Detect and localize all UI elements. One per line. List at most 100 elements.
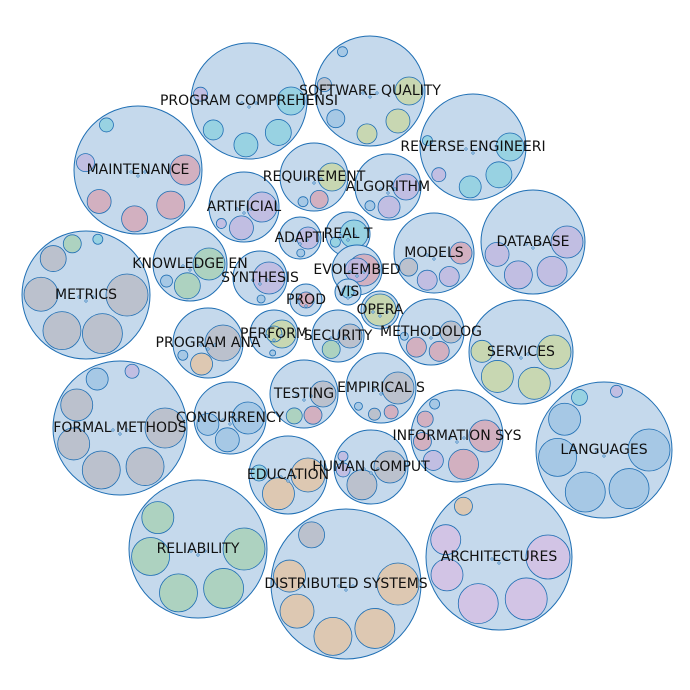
child-bubble [39, 245, 67, 272]
child-bubble [285, 407, 303, 425]
child-dot [258, 282, 262, 286]
child-dot [462, 436, 466, 440]
bubbles-layer [21, 35, 673, 660]
child-bubble [76, 153, 95, 173]
child-bubble [60, 388, 94, 422]
child-dot [235, 418, 239, 422]
child-dot [136, 174, 140, 178]
child-dot [247, 105, 251, 109]
group-label-models: MODELS [404, 245, 464, 261]
child-bubble [517, 366, 551, 400]
child-dot [125, 428, 129, 432]
group-testing [269, 359, 339, 429]
child-bubble [313, 616, 353, 656]
child-dot [337, 584, 341, 588]
child-dot [372, 388, 376, 392]
child-dot [77, 295, 81, 299]
child-dot [265, 334, 269, 338]
child-bubble [470, 339, 494, 363]
child-bubble [392, 173, 420, 201]
group-label-reverse-engineeri: REVERSE ENGINEERI [400, 139, 545, 155]
group-label-maintenance: MAINTENANCE [87, 162, 190, 178]
group-label-synthesis: SYNTHESIS [221, 270, 299, 286]
child-bubble [458, 175, 482, 199]
child-dot [355, 274, 359, 278]
child-bubble [246, 191, 278, 223]
group-label-distributed-systems: DISTRIBUTED SYSTEMS [264, 576, 427, 592]
child-dot [312, 181, 316, 185]
child-dot [339, 234, 343, 238]
child-dot [302, 398, 306, 402]
child-bubble [86, 189, 112, 214]
child-bubble [548, 402, 581, 436]
child-dot [84, 299, 88, 303]
child-bubble [202, 119, 224, 141]
child-dot [240, 101, 244, 105]
child-dot [309, 394, 313, 398]
child-dot [339, 292, 343, 296]
child-bubble [448, 448, 479, 480]
child-bubble [383, 404, 399, 420]
group-empirical-s [345, 352, 417, 424]
child-bubble [536, 255, 568, 287]
group-label-concurrency: CONCURRENCY [176, 410, 285, 426]
child-dot [272, 338, 276, 342]
child-bubble [335, 462, 351, 478]
child-bubble [495, 132, 525, 162]
group-label-education: EDUCATION [247, 467, 329, 483]
child-bubble [193, 86, 208, 102]
child-dot [195, 264, 199, 268]
child-bubble [192, 247, 226, 281]
group-label-formal-methods: FORMAL METHODS [53, 420, 187, 436]
group-reliability [128, 479, 268, 619]
child-dot [265, 278, 269, 282]
child-dot [203, 549, 207, 553]
group-program-comprehensi [190, 42, 308, 160]
group-label-evolembed: EVOLEMBED [313, 262, 400, 278]
group-label-testing: TESTING [273, 386, 334, 402]
child-dot [329, 336, 333, 340]
child-bubble [454, 496, 473, 516]
child-dot [297, 300, 301, 304]
child-bubble [538, 437, 577, 477]
child-dot [361, 91, 365, 95]
child-bubble [406, 336, 427, 358]
group-vis [334, 278, 362, 306]
child-bubble [62, 234, 82, 254]
child-bubble [85, 367, 109, 391]
child-dot [497, 561, 501, 565]
group-label-database: DATABASE [497, 234, 570, 250]
child-bubble [376, 562, 420, 606]
child-dot [188, 268, 192, 272]
child-dot [429, 336, 433, 340]
child-dot [531, 246, 535, 250]
child-dot [279, 475, 283, 479]
child-bubble [297, 291, 315, 309]
group-information-sys [410, 389, 504, 483]
group-label-knowledge-en: KNOWLEDGE EN [132, 256, 247, 272]
child-bubble [564, 471, 606, 513]
group-algorithm [354, 153, 422, 221]
child-dot [293, 475, 297, 479]
group-label-artificial: ARTIFICIAL [207, 199, 282, 215]
group-opera [360, 290, 400, 330]
child-dot [221, 418, 225, 422]
child-bubble [81, 450, 121, 490]
child-bubble [428, 340, 450, 362]
child-dot [455, 440, 459, 444]
child-bubble [321, 339, 341, 359]
child-dot [422, 332, 426, 336]
group-label-adapti: ADAPTI [275, 230, 326, 246]
child-dot [251, 278, 255, 282]
child-bubble [550, 225, 584, 259]
group-label-reliability: RELIABILITY [157, 541, 240, 557]
child-dot [305, 238, 309, 242]
child-bubble [399, 331, 409, 341]
child-dot [319, 177, 323, 181]
child-bubble [377, 195, 401, 219]
group-label-requirement: REQUIREMENT [263, 169, 366, 185]
child-bubble [317, 77, 332, 92]
group-architectures [425, 483, 573, 631]
